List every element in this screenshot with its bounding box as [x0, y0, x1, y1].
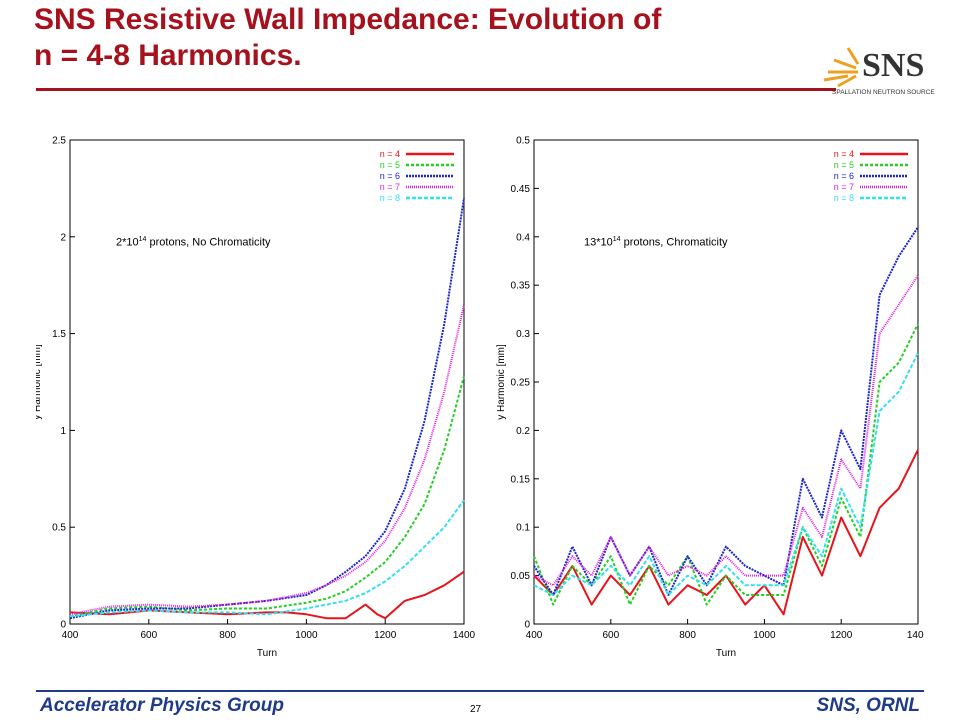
- chart-left-series-line-8: [69, 499, 465, 618]
- chart-left-x-tick-label-2: 800: [219, 630, 236, 641]
- chart-right-legend-label-8: n = 8: [834, 193, 854, 203]
- chart-right-y-axis-label: y Harmonic [mm]: [496, 344, 507, 420]
- chart-right-annotation: 13*1014 protons, Chromaticity: [584, 236, 728, 249]
- chart-left-y-tick-label-3: 1.5: [52, 329, 66, 340]
- chart-left-x-axis-label: Turn: [257, 648, 277, 659]
- chart-right-y-tick-label-4: 0.2: [516, 426, 530, 437]
- chart-right-annotation-text: protons, Chromaticity: [620, 236, 728, 249]
- chart-left-legend-label-6: n = 6: [380, 171, 400, 181]
- chart-right-series-line-8: [533, 352, 919, 596]
- chart-left-y-tick-label-4: 2: [60, 232, 66, 243]
- chart-left-x-tick-label-3: 1000: [295, 630, 318, 641]
- chart-left-annotation-exponent: 14: [138, 236, 147, 243]
- chart-right-y-tick-label-7: 0.35: [511, 281, 531, 292]
- chart-right-plot-frame: [533, 139, 919, 625]
- chart-left-x-tick-label-1: 600: [140, 630, 157, 641]
- chart-right: 400 600 800 1000 1200 1400 0 0.05 0.1 0.15 0.2 0.25…: [496, 136, 924, 660]
- chart-right-x-tick-label-0: 400: [526, 630, 543, 641]
- chart-right-legend-label-5: n = 5: [834, 160, 854, 170]
- chart-left-x-tick-label-4: 1200: [374, 630, 397, 641]
- chart-right-legend-label-6: n = 6: [834, 171, 854, 181]
- chart-left-y-tick-label-5: 2.5: [52, 136, 66, 147]
- chart-left-y-axis-label: y Harmonic [mm]: [36, 344, 43, 420]
- chart-left-annotation: 2*1014 protons, No Chromaticity: [116, 236, 271, 249]
- chart-right-y-tick-label-6: 0.3: [516, 329, 530, 340]
- chart-left-series-line-7: [69, 304, 465, 616]
- sns-logo: SNS SPALLATION NEUTRON SOURCE: [823, 47, 935, 96]
- chart-left-y-tick-label-2: 1: [60, 426, 66, 437]
- chart-right-x-axis-label: Turn: [716, 648, 736, 659]
- chart-left-annotation-text: protons, No Chromaticity: [146, 236, 271, 249]
- chart-right-series-line-6: [533, 226, 919, 596]
- chart-right-series-line-5: [533, 323, 919, 606]
- chart-left-legend-label-8: n = 8: [380, 193, 400, 203]
- chart-right-annotation-base: 13*10: [584, 236, 613, 249]
- logo-subtitle: SPALLATION NEUTRON SOURCE: [832, 89, 935, 96]
- chart-left-legend-label-5: n = 5: [380, 160, 400, 170]
- chart-left-plot-frame: [69, 139, 465, 625]
- chart-right-x-tick-label-2: 800: [679, 630, 696, 641]
- chart-right-x-tick-label-5: 1400: [907, 630, 924, 641]
- chart-right-y-tick-label-8: 0.4: [516, 232, 530, 243]
- footer-group-name: Accelerator Physics Group: [40, 695, 284, 716]
- chart-right-legend-label-7: n = 7: [834, 182, 854, 192]
- title-divider: [36, 88, 836, 91]
- slide-title-line1: SNS Resistive Wall Impedance: Evolution …: [34, 3, 662, 36]
- chart-right-series-line-7: [533, 274, 919, 587]
- footer-divider: [36, 690, 924, 692]
- chart-right-y-tick-label-9: 0.45: [511, 184, 531, 195]
- chart-right-y-tick-label-5: 0.25: [511, 378, 531, 389]
- logo-text: SNS: [862, 47, 924, 84]
- chart-panel-left: 400 600 800 1000 1200 1400 0 0.5 1 1.5 2 2.5 Turn y H…: [36, 128, 478, 680]
- chart-left-x-tick-label-0: 400: [62, 630, 79, 641]
- chart-left-y-tick-label-1: 0.5: [52, 523, 66, 534]
- chart-right-x-tick-label-4: 1200: [830, 630, 853, 641]
- slide-title: SNS Resistive Wall Impedance: Evolution …: [34, 2, 794, 74]
- chart-right-x-tick-label-3: 1000: [753, 630, 776, 641]
- chart-left-series-line-5: [69, 375, 465, 618]
- slide-title-line2: n = 4-8 Harmonics.: [34, 39, 302, 72]
- chart-left-legend-label-7: n = 7: [380, 182, 400, 192]
- chart-right-y-tick-label-3: 0.15: [511, 474, 531, 485]
- chart-right-y-tick-label-2: 0.1: [516, 523, 530, 534]
- chart-panel-right: 400 600 800 1000 1200 1400 0 0.05 0.1 0.15 0.2 0.25…: [492, 128, 924, 680]
- chart-right-legend-label-4: n = 4: [834, 149, 854, 159]
- chart-right-x-tick-label-1: 600: [602, 630, 619, 641]
- chart-left-annotation-base: 2*10: [116, 236, 139, 249]
- chart-right-series-line-4: [533, 449, 919, 616]
- chart-left: 400 600 800 1000 1200 1400 0 0.5 1 1.5 2 2.5 Turn y H…: [36, 136, 476, 660]
- chart-left-x-tick-label-5: 1400: [453, 630, 476, 641]
- chart-right-annotation-exponent: 14: [612, 236, 621, 243]
- chart-left-legend-label-4: n = 4: [380, 149, 400, 159]
- footer-organization: SNS, ORNL: [816, 695, 920, 716]
- chart-left-y-tick-label-0: 0: [60, 620, 66, 631]
- chart-right-y-tick-label-10: 0.5: [516, 136, 530, 147]
- page-number: 27: [470, 704, 482, 715]
- starburst-icon: [823, 47, 860, 88]
- chart-right-y-tick-label-1: 0.05: [511, 571, 531, 582]
- chart-right-y-tick-label-0: 0: [524, 620, 530, 631]
- chart-left-series-line-4: [69, 570, 465, 620]
- chart-left-series-line-6: [69, 197, 465, 620]
